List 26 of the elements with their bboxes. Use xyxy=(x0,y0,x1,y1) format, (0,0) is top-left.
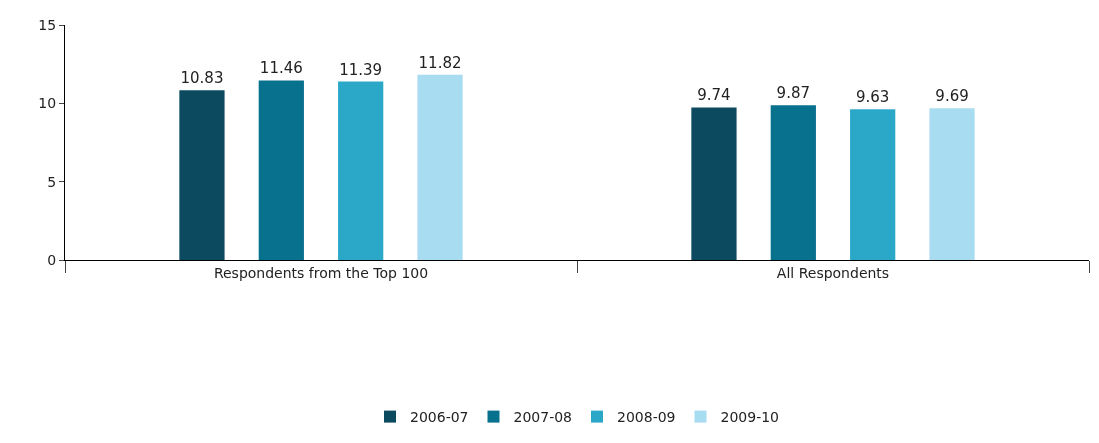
bar xyxy=(770,105,816,260)
legend-label: 2009-10 xyxy=(720,409,779,426)
bar xyxy=(850,109,896,260)
data-label: 9.87 xyxy=(776,84,811,103)
y-tick-label: 0 xyxy=(47,251,57,268)
bar xyxy=(417,74,463,260)
x-tick-label: All Respondents xyxy=(776,264,890,281)
legend-label: 2007-08 xyxy=(513,409,572,426)
bar xyxy=(179,90,225,260)
bar xyxy=(338,81,384,260)
data-label: 11.39 xyxy=(339,60,383,79)
legend-label: 2008-09 xyxy=(617,409,676,426)
bar xyxy=(691,107,737,260)
data-label: 11.82 xyxy=(418,53,462,72)
legend-label: 2006-07 xyxy=(410,409,469,426)
x-tick-label: Respondents from the Top 100 xyxy=(213,264,429,281)
data-label: 10.83 xyxy=(180,69,224,88)
bar xyxy=(258,80,304,260)
y-tick-label: 15 xyxy=(38,16,57,33)
data-label: 9.74 xyxy=(697,86,731,105)
data-label: 11.46 xyxy=(259,59,303,78)
bar xyxy=(929,108,975,260)
y-tick-label: 5 xyxy=(47,173,57,190)
data-label: 9.69 xyxy=(935,87,969,106)
data-label: 9.63 xyxy=(855,88,890,107)
y-tick-label: 10 xyxy=(38,95,57,112)
